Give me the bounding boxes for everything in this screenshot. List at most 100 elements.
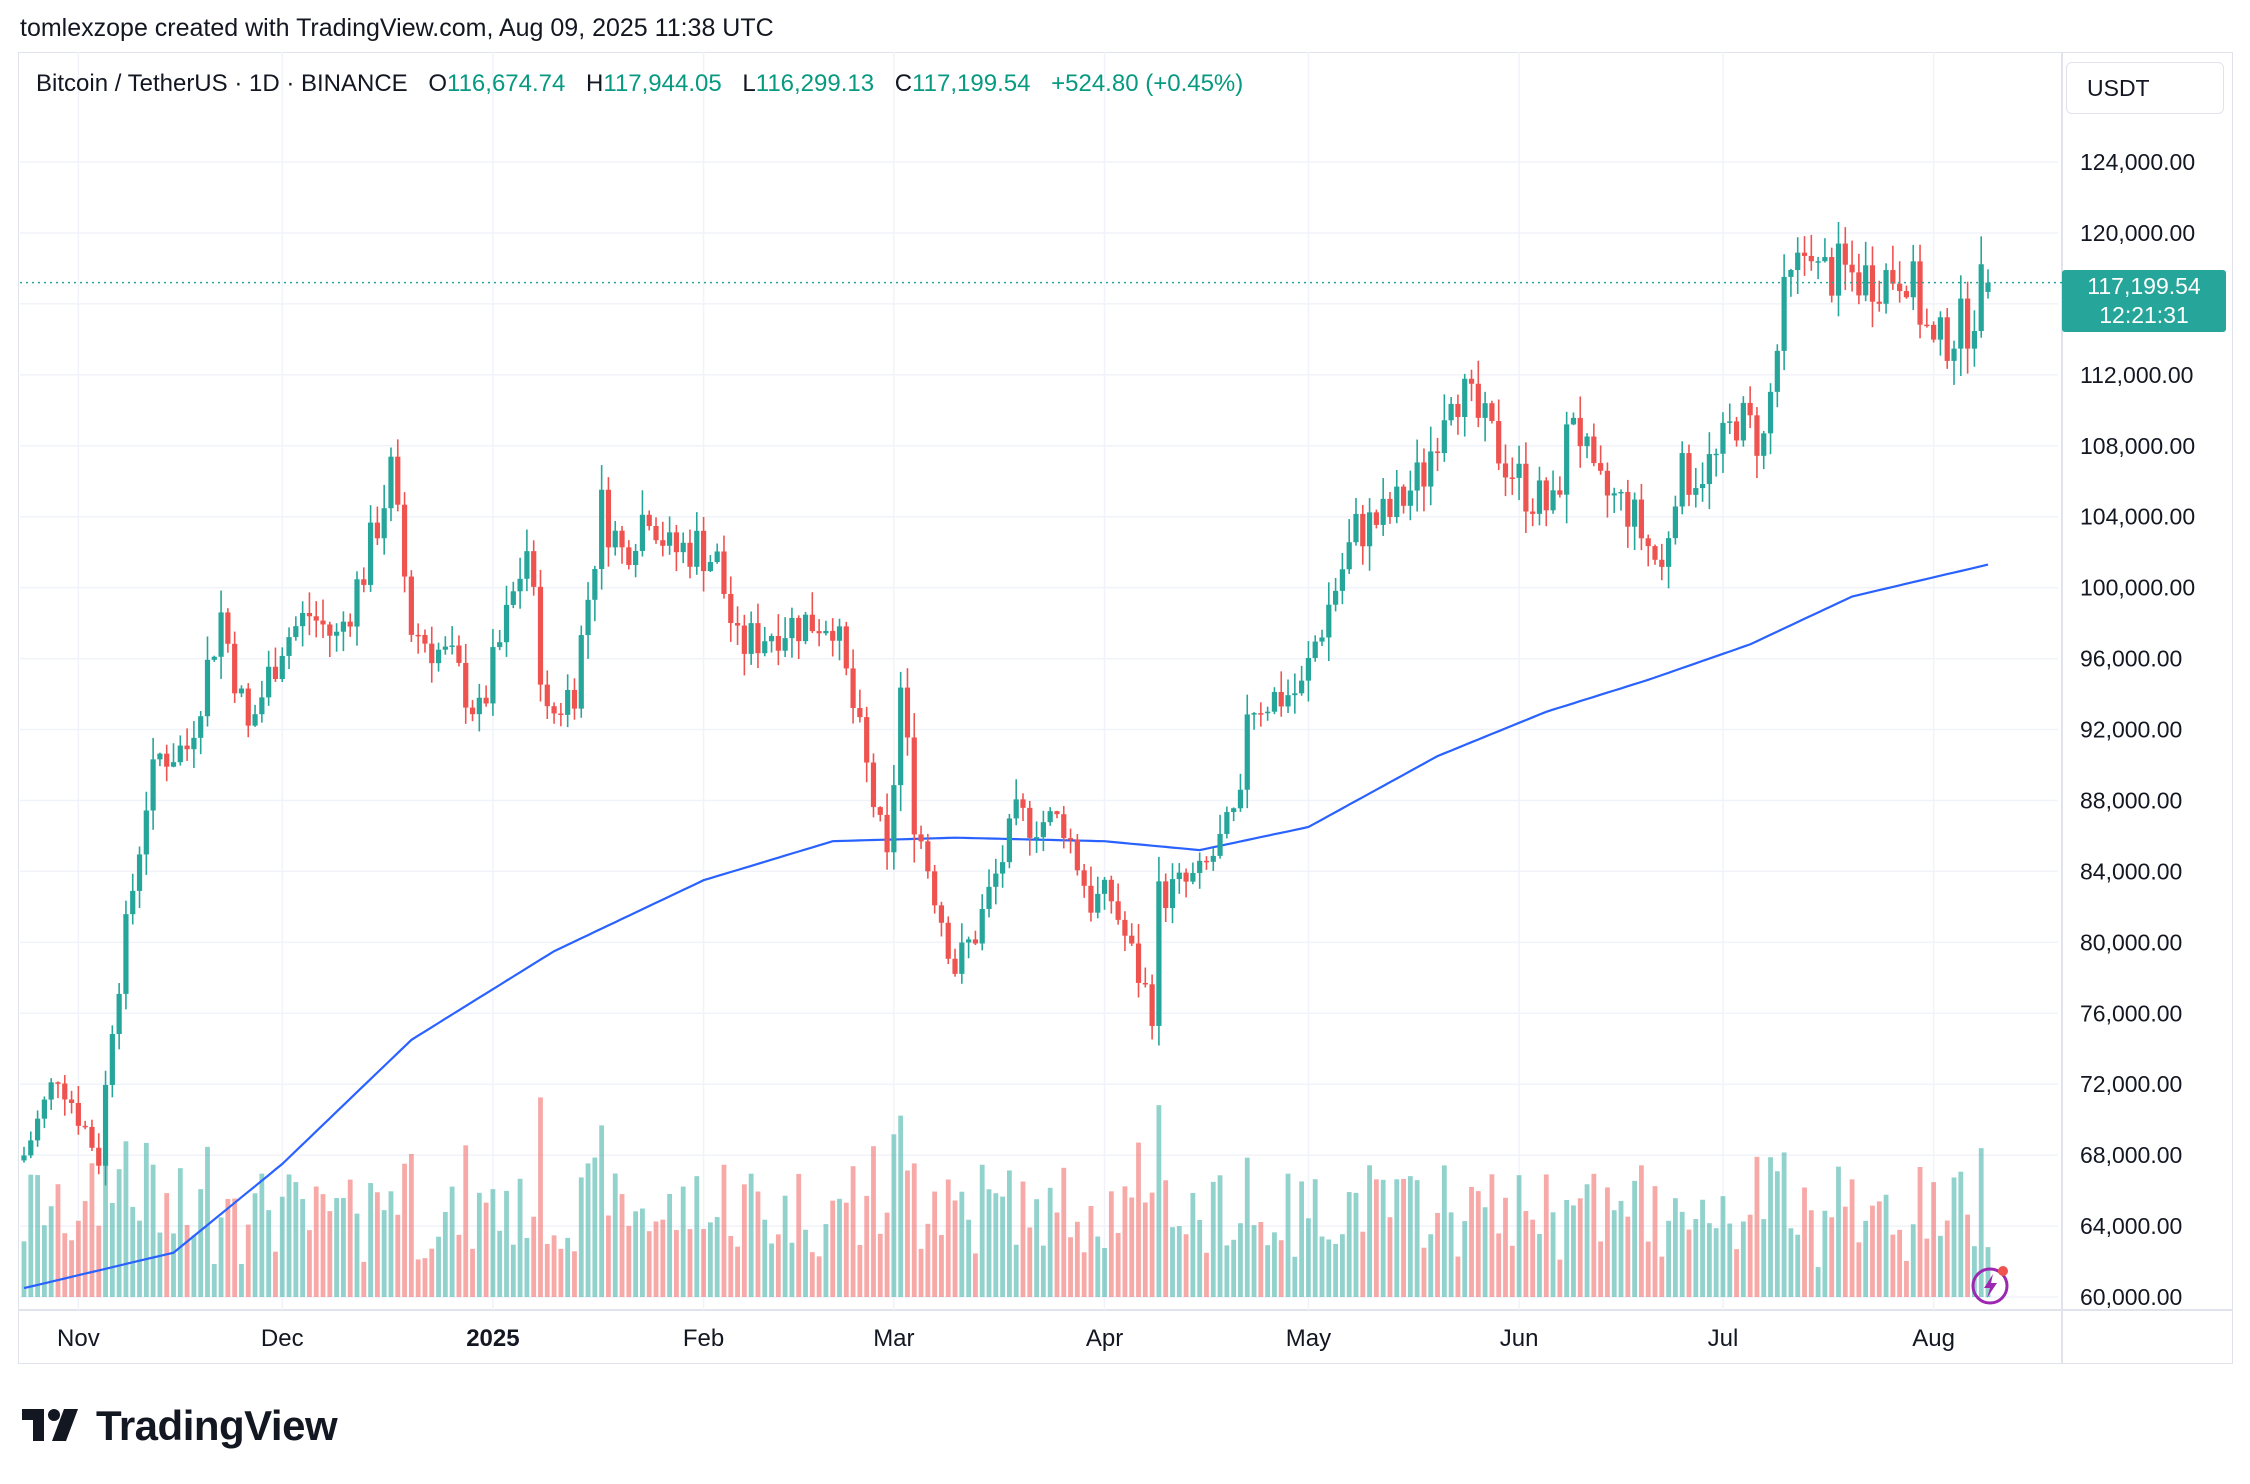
volume-bar (1931, 1182, 1937, 1297)
volume-bar (1686, 1229, 1692, 1297)
volume-bar (1339, 1234, 1345, 1297)
candle-body (1645, 538, 1651, 547)
volume-bar (456, 1234, 462, 1297)
candle-body (1305, 658, 1312, 681)
volume-bar (436, 1236, 441, 1297)
candle-body (1421, 462, 1427, 487)
tradingview-logo-icon (22, 1409, 78, 1441)
low-label: L (742, 70, 756, 97)
candle-body (1428, 451, 1434, 487)
candle-body (1604, 470, 1611, 496)
candle-body (170, 762, 177, 767)
candle-body (1000, 862, 1006, 874)
volume-bar (123, 1141, 129, 1297)
volume-bar (35, 1175, 40, 1297)
lightning-icon[interactable] (1970, 1262, 2014, 1306)
volume-bar (1693, 1219, 1699, 1297)
volume-bar (945, 1179, 951, 1297)
candle-body (232, 643, 238, 694)
candle-body (1407, 490, 1413, 506)
volume-bar (1013, 1244, 1019, 1297)
candle-body (1890, 270, 1896, 284)
tradingview-footer[interactable]: TradingView (22, 1402, 338, 1450)
candle-body (245, 688, 251, 726)
price-tick-label: 84,000.00 (2080, 858, 2182, 884)
candle-body (925, 841, 931, 872)
ohlc-legend: Bitcoin / TetherUS · 1D · BINANCE O116,6… (36, 70, 1243, 98)
candle-body (1237, 789, 1244, 809)
candle-body (619, 530, 625, 548)
chart-pane[interactable] (18, 52, 2233, 1364)
candle-body (347, 621, 353, 627)
candle-body (89, 1126, 95, 1148)
volume-bar (1972, 1246, 1977, 1297)
candle-body (408, 576, 414, 635)
candle-body (1591, 436, 1597, 464)
candle-body (768, 635, 775, 642)
price-tick-label: 104,000.00 (2080, 504, 2195, 530)
volume-bar (1122, 1186, 1128, 1297)
candle-body (1210, 855, 1216, 862)
candle-body (1509, 477, 1515, 479)
volume-bar (1115, 1233, 1121, 1297)
candle-body (918, 834, 924, 842)
volume-bar (830, 1200, 836, 1297)
volume-bar (1455, 1256, 1461, 1297)
volume-bar (62, 1233, 68, 1297)
symbol-title[interactable]: Bitcoin / TetherUS · 1D · BINANCE (36, 70, 408, 97)
last-price-badge: 117,199.54 12:21:31 (2062, 270, 2226, 332)
volume-bar (1652, 1186, 1658, 1297)
volume-bar (1700, 1199, 1705, 1297)
volume-bar (1856, 1242, 1862, 1297)
volume-bar (361, 1261, 367, 1297)
currency-selector[interactable]: USDT (2066, 62, 2224, 114)
candle-body (524, 551, 530, 579)
volume-bar (510, 1244, 516, 1297)
candle-body (1013, 799, 1019, 819)
volume-bar (714, 1217, 720, 1297)
candle-body (1176, 872, 1182, 880)
price-tick-label: 60,000.00 (2080, 1284, 2182, 1310)
volume-bar (1516, 1175, 1522, 1297)
candle-body (1448, 403, 1454, 421)
candle-body (1754, 415, 1760, 456)
volume-bar (1910, 1224, 1916, 1297)
candle-body (904, 687, 911, 738)
volume-bar (1285, 1173, 1291, 1297)
candle-body (109, 1034, 115, 1085)
volume-bar (1672, 1198, 1678, 1297)
candle-body (1699, 484, 1706, 489)
price-tick-label: 92,000.00 (2080, 717, 2182, 743)
candle-body (551, 706, 557, 714)
candle-body (605, 489, 612, 548)
candle-body (1570, 417, 1577, 425)
candle-body (252, 714, 258, 726)
open-label: O (428, 70, 448, 97)
volume-bar (1978, 1148, 1984, 1297)
volume-bar (1482, 1207, 1488, 1297)
volume-bar (1503, 1197, 1508, 1297)
candle-body (1795, 252, 1801, 270)
volume-bar (320, 1194, 326, 1297)
volume-bar (1462, 1221, 1468, 1297)
volume-bar (803, 1229, 808, 1297)
candle-body (388, 456, 394, 509)
volume-bar (354, 1213, 360, 1297)
candle-body (1550, 490, 1556, 511)
volume-bar (769, 1243, 774, 1297)
volume-bar (1965, 1214, 1971, 1297)
volume-bar (1183, 1234, 1189, 1297)
volume-bar (572, 1251, 577, 1297)
candle-body (599, 489, 605, 570)
candle-body (565, 689, 571, 715)
volume-bar (1326, 1239, 1332, 1297)
candle-body (1863, 265, 1869, 296)
volume-bar (1591, 1173, 1597, 1297)
candle-body (1679, 453, 1685, 507)
candle-body (313, 616, 319, 621)
volume-bar (307, 1230, 312, 1297)
volume-bar (1272, 1232, 1277, 1297)
volume-bar (1611, 1210, 1617, 1297)
candle-body (327, 624, 333, 636)
